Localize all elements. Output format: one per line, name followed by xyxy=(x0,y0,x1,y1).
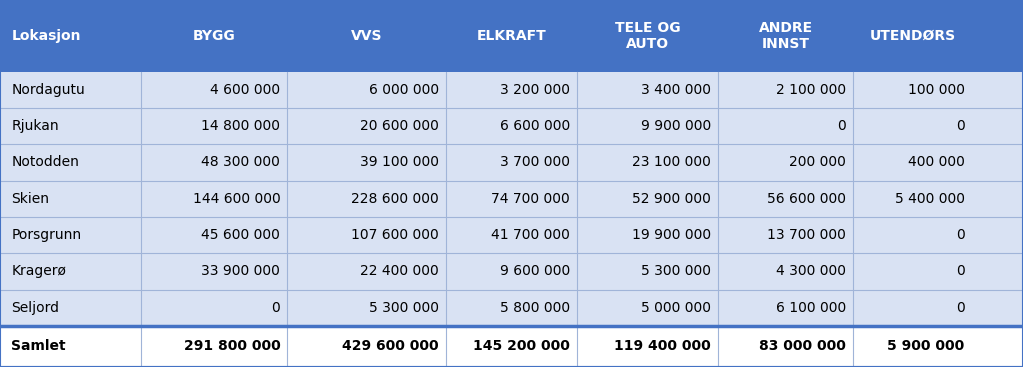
Bar xyxy=(0,217,1023,253)
Text: 48 300 000: 48 300 000 xyxy=(202,155,280,170)
Text: 5 400 000: 5 400 000 xyxy=(895,192,965,206)
Text: Skien: Skien xyxy=(11,192,49,206)
Text: Nordagutu: Nordagutu xyxy=(11,83,85,97)
Text: 5 300 000: 5 300 000 xyxy=(641,264,711,279)
Text: 9 600 000: 9 600 000 xyxy=(499,264,570,279)
Text: Porsgrunn: Porsgrunn xyxy=(11,228,82,242)
Text: 3 200 000: 3 200 000 xyxy=(500,83,570,97)
Text: Samlet: Samlet xyxy=(11,339,65,353)
Bar xyxy=(0,181,1023,217)
Text: BYGG: BYGG xyxy=(193,29,235,43)
Text: 0: 0 xyxy=(955,301,965,315)
Text: 33 900 000: 33 900 000 xyxy=(202,264,280,279)
Text: 429 600 000: 429 600 000 xyxy=(343,339,439,353)
Text: 144 600 000: 144 600 000 xyxy=(192,192,280,206)
Text: 0: 0 xyxy=(955,228,965,242)
Text: 145 200 000: 145 200 000 xyxy=(473,339,570,353)
Text: 291 800 000: 291 800 000 xyxy=(183,339,280,353)
Text: VVS: VVS xyxy=(351,29,383,43)
Text: 22 400 000: 22 400 000 xyxy=(360,264,439,279)
Text: Lokasjon: Lokasjon xyxy=(11,29,81,43)
Text: 13 700 000: 13 700 000 xyxy=(767,228,846,242)
Text: TELE OG
AUTO: TELE OG AUTO xyxy=(615,21,680,51)
Text: 14 800 000: 14 800 000 xyxy=(202,119,280,133)
Text: 5 300 000: 5 300 000 xyxy=(369,301,439,315)
Bar xyxy=(0,144,1023,181)
Text: 39 100 000: 39 100 000 xyxy=(360,155,439,170)
Text: 9 900 000: 9 900 000 xyxy=(640,119,711,133)
Text: 0: 0 xyxy=(837,119,846,133)
Text: 23 100 000: 23 100 000 xyxy=(632,155,711,170)
Text: Rjukan: Rjukan xyxy=(11,119,59,133)
Text: 74 700 000: 74 700 000 xyxy=(491,192,570,206)
Text: 20 600 000: 20 600 000 xyxy=(360,119,439,133)
Text: 52 900 000: 52 900 000 xyxy=(632,192,711,206)
Text: 100 000: 100 000 xyxy=(907,83,965,97)
Text: 45 600 000: 45 600 000 xyxy=(202,228,280,242)
Bar xyxy=(0,72,1023,108)
Text: 6 100 000: 6 100 000 xyxy=(775,301,846,315)
Bar xyxy=(0,326,1023,367)
Text: 83 000 000: 83 000 000 xyxy=(759,339,846,353)
Text: 5 900 000: 5 900 000 xyxy=(887,339,965,353)
Bar xyxy=(0,0,1023,72)
Text: 41 700 000: 41 700 000 xyxy=(491,228,570,242)
Text: 0: 0 xyxy=(955,264,965,279)
Text: 6 000 000: 6 000 000 xyxy=(368,83,439,97)
Text: 4 300 000: 4 300 000 xyxy=(776,264,846,279)
Text: 6 600 000: 6 600 000 xyxy=(499,119,570,133)
Text: 2 100 000: 2 100 000 xyxy=(775,83,846,97)
Text: 200 000: 200 000 xyxy=(789,155,846,170)
Text: ELKRAFT: ELKRAFT xyxy=(477,29,546,43)
Text: 119 400 000: 119 400 000 xyxy=(614,339,711,353)
Text: 107 600 000: 107 600 000 xyxy=(351,228,439,242)
Bar xyxy=(0,108,1023,144)
Bar xyxy=(0,290,1023,326)
Text: Seljord: Seljord xyxy=(11,301,59,315)
Text: 3 400 000: 3 400 000 xyxy=(641,83,711,97)
Text: UTENDØRS: UTENDØRS xyxy=(870,29,955,43)
Text: 5 800 000: 5 800 000 xyxy=(499,301,570,315)
Text: 56 600 000: 56 600 000 xyxy=(767,192,846,206)
Text: 4 600 000: 4 600 000 xyxy=(210,83,280,97)
Text: 5 000 000: 5 000 000 xyxy=(641,301,711,315)
Text: 228 600 000: 228 600 000 xyxy=(351,192,439,206)
Text: 400 000: 400 000 xyxy=(907,155,965,170)
Text: 0: 0 xyxy=(271,301,280,315)
Text: ANDRE
INNST: ANDRE INNST xyxy=(759,21,812,51)
Text: 19 900 000: 19 900 000 xyxy=(632,228,711,242)
Text: 0: 0 xyxy=(955,119,965,133)
Text: Kragerø: Kragerø xyxy=(11,264,66,279)
Text: 3 700 000: 3 700 000 xyxy=(500,155,570,170)
Bar xyxy=(0,253,1023,290)
Text: Notodden: Notodden xyxy=(11,155,79,170)
